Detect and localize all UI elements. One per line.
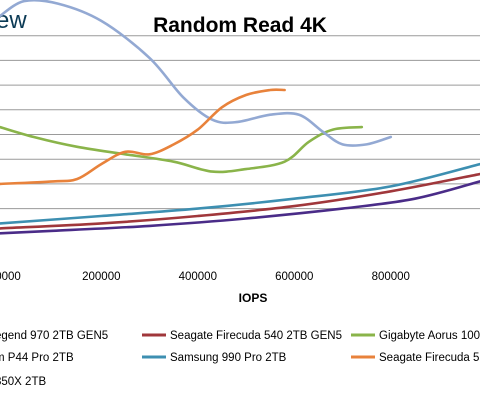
legend-label-4: Samsung 990 Pro 2TB [170,352,287,364]
series-line-2 [0,125,364,174]
legend-label-0: egend 970 2TB GEN5 [0,330,108,342]
legend: egend 970 2TB GEN5 Seagate Firecuda 540 2… [0,330,480,388]
x-tick-label-0: 00000 [0,271,21,283]
gridlines [0,35,480,210]
series-line-1 [0,172,480,230]
legend-label-6: 850X 2TB [0,376,46,388]
x-axis-ticks: 00000 200000 400000 600000 800000 [0,271,410,283]
series-line-3 [0,0,393,147]
legend-label-2: Gigabyte Aorus 100 [379,330,480,342]
legend-label-5: Seagate Firecuda 5 [379,352,479,364]
x-tick-label-1: 200000 [82,271,120,283]
series-line-5 [0,88,286,186]
plot-area [0,0,480,235]
legend-label-3: m P44 Pro 2TB [0,352,74,364]
x-tick-label-2: 400000 [179,271,217,283]
brand-fragment: ew [0,7,27,34]
x-tick-label-3: 600000 [275,271,313,283]
x-tick-label-4: 800000 [372,271,410,283]
legend-label-1: Seagate Firecuda 540 2TB GEN5 [170,330,342,342]
x-axis-label: IOPS [239,291,268,305]
chart-title: Random Read 4K [153,14,327,37]
series-line-4 [0,162,480,225]
series-line-0 [0,180,480,235]
